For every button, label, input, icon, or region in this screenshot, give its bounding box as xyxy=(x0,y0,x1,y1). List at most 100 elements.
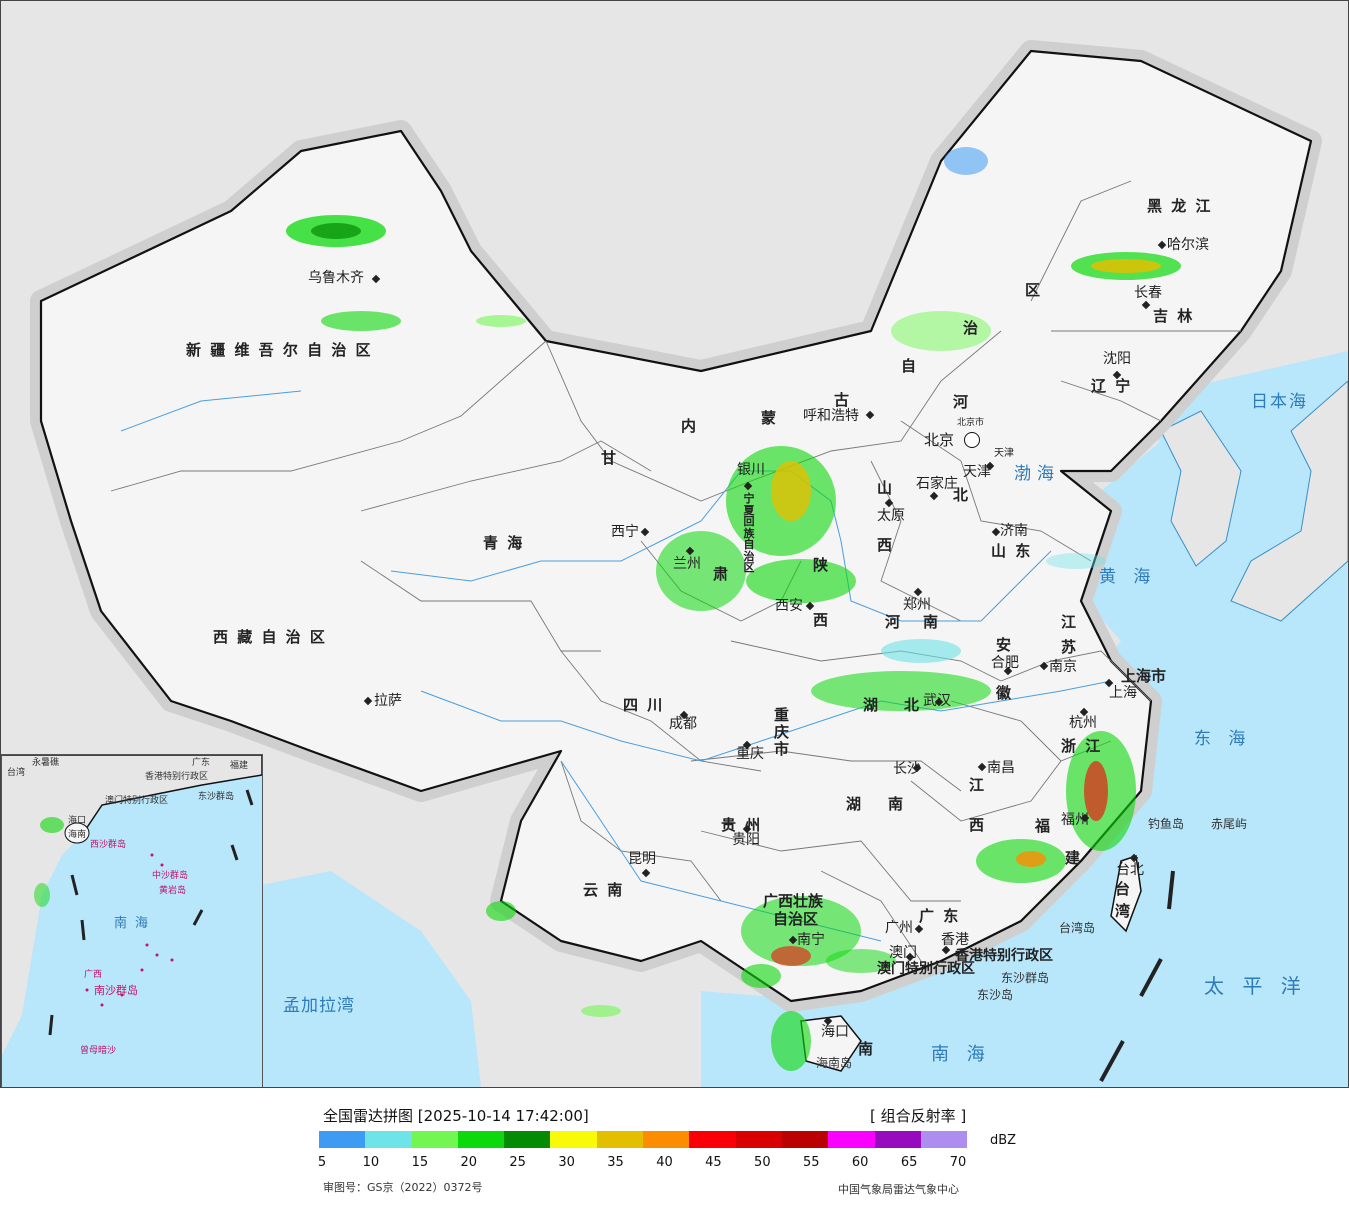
sea-japan: 日本海 xyxy=(1251,392,1308,412)
inset-canvas xyxy=(2,755,262,1055)
province-hunan-1: 湖 xyxy=(846,795,864,813)
colorbar-tick-label: 30 xyxy=(558,1155,575,1170)
south-china-sea-inset: 永暑礁 广东 福建 台湾 香港特别行政区 澳门特别行政区 东沙群岛 海口 海南 … xyxy=(1,754,263,1087)
colorbar-cell xyxy=(643,1131,690,1148)
province-macau: 澳门特别行政区 xyxy=(877,961,975,977)
colorbar-tick-label: 50 xyxy=(754,1155,771,1170)
province-anhui-1: 安 xyxy=(996,636,1014,654)
island-hainan: 海南岛 xyxy=(816,1056,853,1070)
province-jiangxi-2: 西 xyxy=(969,816,987,834)
colorbar-tick-label: 20 xyxy=(460,1155,478,1170)
city-yinchuan: 银川 xyxy=(737,462,765,478)
colorbar-cell xyxy=(874,1131,921,1148)
city-shijiazhuang: 石家庄 xyxy=(916,476,958,492)
colorbar-cell xyxy=(920,1131,968,1148)
radar-map: 新 疆 维 吾 尔 自 治 区 西 藏 自 治 区 青 海 甘 四 川 云 南 … xyxy=(0,0,1349,1088)
south-sea-area xyxy=(701,1001,741,1087)
colorbar-cell xyxy=(596,1131,644,1148)
inset-label-guangdong: 永暑礁 xyxy=(32,758,60,768)
province-neimenggu-6: 区 xyxy=(1025,281,1043,299)
colorbar-tick-label: 55 xyxy=(802,1155,820,1170)
city-harbin: 哈尔滨 xyxy=(1167,237,1209,253)
city-xining: 西宁 xyxy=(611,524,639,540)
island-taiwan: 台湾岛 xyxy=(1059,921,1096,935)
colorbar-cell xyxy=(319,1131,366,1148)
city-hefei: 合肥 xyxy=(991,655,1019,671)
inset-label-macau: 澳门特别行政区 xyxy=(105,796,169,806)
province-xinjiang: 新 疆 维 吾 尔 自 治 区 xyxy=(186,341,373,359)
inset-label-guangxi: 台湾 xyxy=(7,768,26,778)
legend-product: [ 组合反射率 ] xyxy=(870,1107,967,1125)
colorbar-cell xyxy=(365,1131,412,1148)
city-haikou: 海口 xyxy=(821,1024,849,1040)
inset-label-hainan: 海南 xyxy=(68,830,87,840)
province-hubei-1: 湖 xyxy=(863,696,881,714)
inset-label-haikou: 海口 xyxy=(68,816,87,826)
inset-label-taiwan: 福建 xyxy=(230,761,249,771)
province-fujian-1: 福 xyxy=(1035,817,1053,835)
capital-icon xyxy=(964,432,980,448)
province-neimenggu-1: 内 xyxy=(681,417,699,435)
inset-label-huangyan: 黄岩岛 xyxy=(159,886,187,896)
city-zhengzhou: 郑州 xyxy=(903,597,931,613)
city-kunming: 昆明 xyxy=(628,851,656,867)
island-dongsha-islands: 东沙群岛 xyxy=(1001,971,1050,985)
city-chongqing: 重庆 xyxy=(736,746,764,762)
city-lhasa: 拉萨 xyxy=(374,693,402,709)
city-guangzhou: 广州 xyxy=(885,920,913,936)
sea-bohai: 渤海 xyxy=(1014,464,1060,484)
province-hainan: 南 xyxy=(858,1040,876,1058)
colorbar-cell xyxy=(781,1131,829,1148)
province-neimenggu-3: 古 xyxy=(834,391,852,409)
inset-label-hk: 香港特别行政区 xyxy=(145,772,209,782)
island-dongsha: 东沙岛 xyxy=(977,988,1014,1002)
inset-label-yongshu: 广西 xyxy=(84,970,103,980)
korea-land xyxy=(1160,410,1242,567)
city-urumqi: 乌鲁木齐 xyxy=(308,270,364,286)
inset-label-nansha: 南沙群岛 xyxy=(94,984,138,997)
province-heilongjiang: 黑 龙 江 xyxy=(1147,197,1213,215)
province-chongqing-1: 重 xyxy=(774,706,792,724)
province-guangxi: 广西壮族 xyxy=(763,892,824,910)
city-changsha: 长沙 xyxy=(893,761,921,777)
colorbar-tick-label: 35 xyxy=(607,1155,624,1170)
sea-yellow: 黄 海 xyxy=(1099,567,1157,587)
city-chengdu: 成都 xyxy=(669,716,697,732)
province-sichuan: 四 川 xyxy=(623,696,665,714)
province-henan-2: 南 xyxy=(923,613,941,631)
city-guiyang: 贵阳 xyxy=(732,832,760,848)
inset-label-zengmu: 曾母暗沙 xyxy=(80,1046,117,1056)
province-shandong: 山 东 xyxy=(991,542,1033,560)
sea-south: 南 海 xyxy=(931,1044,991,1065)
city-lanzhou: 兰州 xyxy=(673,556,701,572)
city-tianjin-small: 天津 xyxy=(994,448,1014,459)
city-hangzhou: 杭州 xyxy=(1069,715,1097,731)
colorbar xyxy=(319,1131,968,1148)
province-shanxi-1: 山 xyxy=(877,479,895,497)
bengal-area xyxy=(181,871,481,1087)
city-jinan: 济南 xyxy=(1000,523,1028,539)
colorbar-cell xyxy=(504,1131,551,1148)
province-neimenggu-4: 自 xyxy=(901,357,919,375)
map-approval-number: 审图号：GS京（2022）0372号 xyxy=(323,1181,483,1194)
colorbar-cell xyxy=(457,1131,505,1148)
city-beijing: 北京 xyxy=(924,431,955,449)
province-anhui-2: 徽 xyxy=(996,684,1014,702)
colorbar-tick-label: 5 xyxy=(317,1155,327,1170)
colorbar-cell xyxy=(828,1131,875,1148)
province-yunnan: 云 南 xyxy=(583,881,625,899)
inset-label-south-sea: 南海 xyxy=(114,916,157,931)
province-hongkong: 香港特别行政区 xyxy=(955,948,1053,964)
inset-label-zhongsha: 中沙群岛 xyxy=(152,871,189,881)
colorbar-cell xyxy=(735,1131,782,1148)
city-hongkong: 香港 xyxy=(941,932,969,948)
legend-title: 全国雷达拼图 [2025-10-14 17:42:00] xyxy=(323,1107,589,1125)
province-hubei-2: 北 xyxy=(904,696,922,714)
province-gansu-2: 肃 xyxy=(713,565,731,583)
province-liaoning: 辽 宁 xyxy=(1091,377,1133,395)
province-guangdong: 广 东 xyxy=(919,907,961,925)
city-beijing-small: 北京市 xyxy=(957,418,985,428)
data-source: 中国气象局雷达气象中心 xyxy=(838,1183,959,1196)
map-canvas xyxy=(30,40,1348,1087)
city-macau: 澳门 xyxy=(889,945,917,961)
